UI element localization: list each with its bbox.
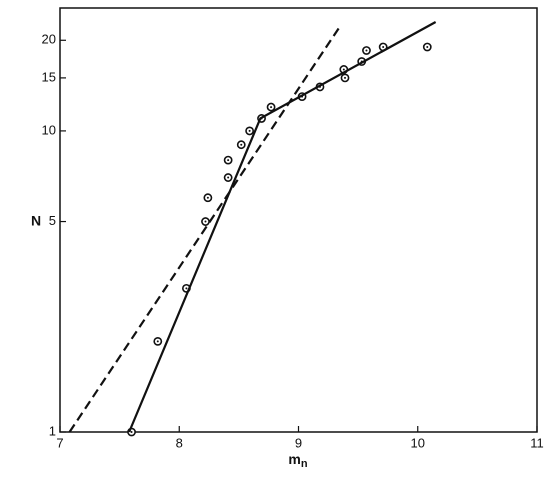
data-point-center [248,129,251,132]
dashed-fit-line [68,27,340,433]
y-axis-title: N [31,213,41,229]
data-point-center [240,143,243,146]
x-tick-label: 11 [530,435,544,450]
y-tick-label: 15 [42,69,56,84]
x-axis-title-main: m [288,451,300,467]
x-tick-label: 10 [411,435,425,450]
data-point-center [185,287,188,290]
data-point-center [130,431,133,433]
data-point-center [270,106,273,109]
y-tick-label: 1 [49,423,56,438]
data-point-center [204,220,207,223]
data-point-center [426,45,429,48]
x-axis-title-sub: n [301,458,308,470]
x-tick-label: 9 [295,435,302,450]
plot-frame [59,7,538,433]
data-point-center [156,340,159,343]
x-tick-label: 7 [56,435,63,450]
x-tick-label: 8 [176,435,183,450]
data-point-center [342,68,345,71]
data-point-center [227,176,230,179]
y-tick-label: 5 [49,213,56,228]
data-point-center [227,159,230,162]
data-point-center [206,196,209,199]
y-tick-label: 20 [42,32,56,47]
data-point-center [344,76,347,79]
data-point-center [365,49,368,52]
x-axis-title: mn [288,451,307,470]
solid-fit-line [128,21,437,433]
y-tick-label: 10 [42,122,56,137]
data-point-center [382,45,385,48]
